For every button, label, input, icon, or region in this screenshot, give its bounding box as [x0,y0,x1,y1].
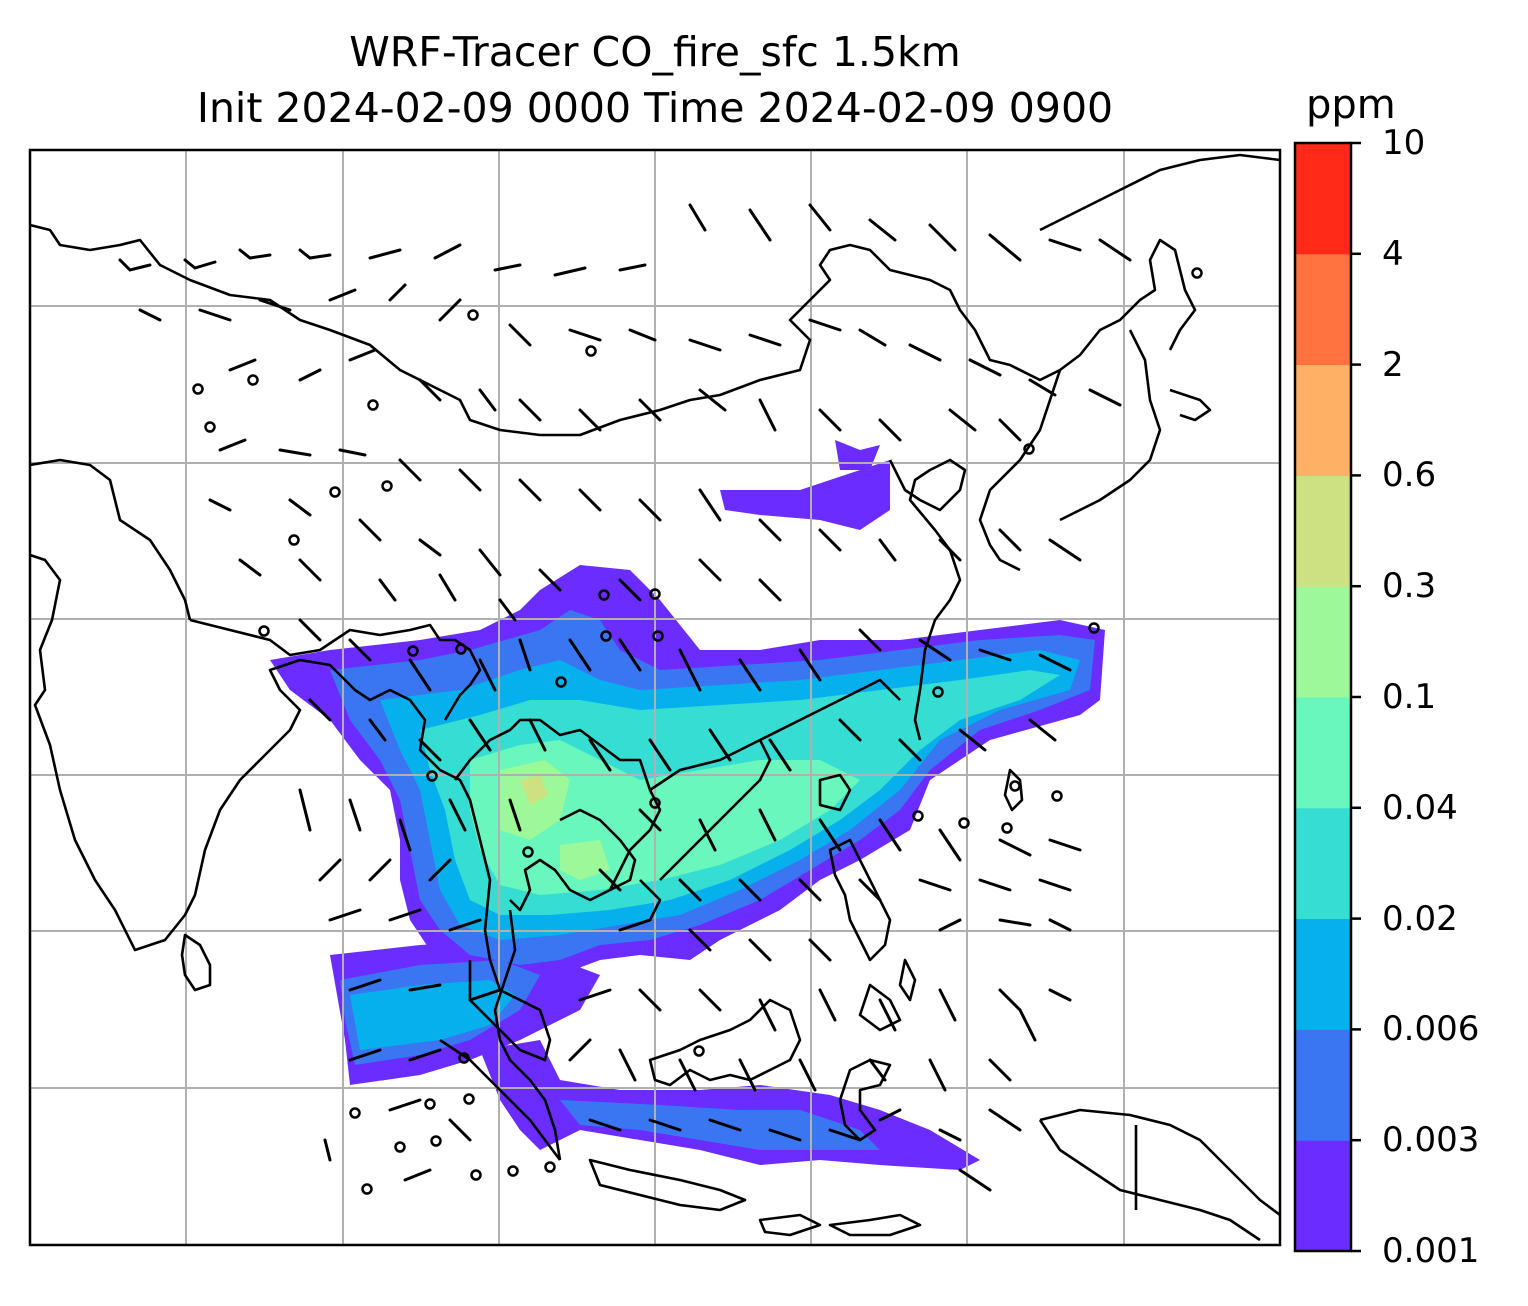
colorbar-segment [1295,807,1351,920]
co-plume-purple [835,440,880,470]
wind-barbs [118,203,1132,1192]
co-plume-core [520,775,548,805]
colorbar-segment [1295,143,1351,255]
colorbar-tick-label: 10 [1382,123,1426,163]
colorbar-tick-label: 0.006 [1382,1009,1480,1050]
co-plume-layer [270,440,1105,1170]
colorbar-tick-label: 0.001 [1382,1231,1480,1271]
colorbar-tick-label: 0.02 [1382,898,1458,939]
colorbar-unit-label: ppm [1306,82,1396,128]
colorbar-segment [1295,586,1351,698]
map-title-line2: Init 2024-02-09 0000 Time 2024-02-09 090… [196,84,1114,132]
colorbar-segment [1295,697,1351,809]
colorbar-segment [1295,253,1351,366]
colorbar-tick-label: 0.1 [1382,677,1437,717]
colorbar-segment [1295,918,1351,1030]
map-title-line1: WRF-Tracer CO_fire_sfc 1.5km [349,28,961,76]
colorbar-segment [1295,364,1351,476]
coastlines [30,153,1280,1242]
colorbar [1293,141,1361,1253]
calm-circles [192,267,1203,1195]
map-border [28,148,1282,1247]
co-plume-purple [720,460,890,530]
co-plume-lightgreen [560,840,610,880]
co-plume-blue [560,1100,880,1150]
colorbar-tick-label: 0.6 [1382,455,1437,496]
colorbar-tick-label: 4 [1382,233,1404,274]
colorbar-tick-label: 0.003 [1382,1120,1480,1161]
colorbar-segment [1295,1029,1351,1141]
graticule [30,150,1280,1245]
colorbar-segment [1295,475,1351,587]
co-plume-purple [480,1040,980,1170]
colorbar-tick-label: 2 [1382,344,1404,385]
colorbar-segment [1295,1140,1351,1252]
colorbar-tick-label: 0.04 [1382,787,1458,828]
colorbar-tick-label: 0.3 [1382,566,1437,607]
